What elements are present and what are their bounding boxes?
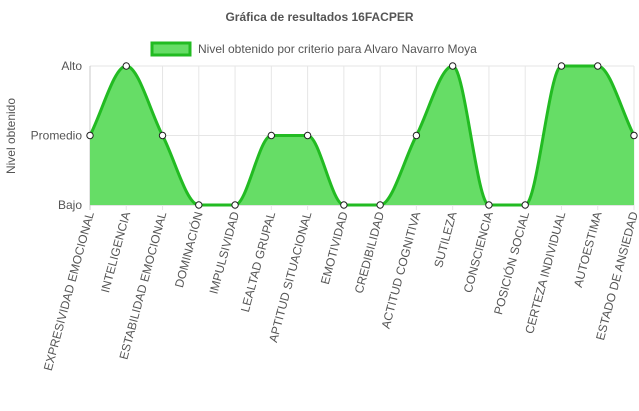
x-tick-label: SUTILEZA — [431, 210, 459, 269]
x-tick-label: CREDIBILIDAD — [352, 210, 387, 295]
data-point[interactable] — [267, 131, 276, 140]
x-tick-label: IMPULSIVIDAD — [207, 210, 243, 296]
x-tick-label: CERTEZA INDIVIDUAL — [522, 210, 568, 335]
data-point[interactable] — [485, 201, 493, 209]
y-axis-title: Nivel obtenido — [4, 98, 18, 174]
data-point[interactable] — [630, 131, 638, 140]
data-point[interactable] — [158, 131, 167, 140]
y-tick-label: Promedio — [31, 129, 83, 143]
legend[interactable]: Nivel obtenido por criterio para Alvaro … — [150, 41, 477, 57]
data-point[interactable] — [122, 62, 130, 70]
x-tick-label: INTELIGENCIA — [98, 210, 133, 294]
x-tick-label: LEALTAD GRUPAL — [238, 210, 278, 314]
y-tick-label: Alto — [61, 59, 82, 73]
legend-label: Nivel obtenido por criterio para Alvaro … — [198, 42, 477, 56]
x-tick-label: DOMINACIÓN — [171, 210, 206, 289]
chart-title: Gráfica de resultados 16FACPER — [225, 10, 413, 24]
data-point[interactable] — [521, 201, 529, 209]
x-tick-label: CONSCIENCIA — [461, 210, 496, 294]
data-point[interactable] — [594, 62, 602, 70]
data-point[interactable] — [231, 201, 239, 209]
data-point[interactable] — [340, 201, 348, 209]
legend-swatch — [150, 41, 192, 57]
data-point[interactable] — [195, 201, 203, 209]
data-points — [86, 62, 638, 209]
data-point[interactable] — [376, 201, 384, 209]
data-point[interactable] — [86, 131, 94, 140]
x-tick-label: POSICIÓN SOCIAL — [490, 210, 532, 317]
series-line — [88, 64, 636, 207]
x-tick-label: EXPRESIVIDAD EMOCIONAL — [41, 210, 97, 372]
x-tick-label: EMOTIVIDAD — [318, 210, 351, 286]
x-tick-label: AUTOESTIMA — [571, 210, 605, 289]
data-point[interactable] — [448, 62, 457, 70]
plot-area — [88, 64, 636, 207]
y-axis: Bajo Promedio Alto — [31, 59, 83, 212]
x-axis: EXPRESIVIDAD EMOCIONAL INTELIGENCIAESTABI… — [41, 210, 639, 373]
data-point[interactable] — [303, 131, 312, 140]
y-tick-label: Bajo — [58, 198, 82, 212]
data-point[interactable] — [412, 131, 421, 140]
data-point[interactable] — [557, 62, 566, 70]
series-area — [90, 66, 634, 205]
x-tick-label: ACTITUD COGNITIVA — [379, 210, 424, 330]
